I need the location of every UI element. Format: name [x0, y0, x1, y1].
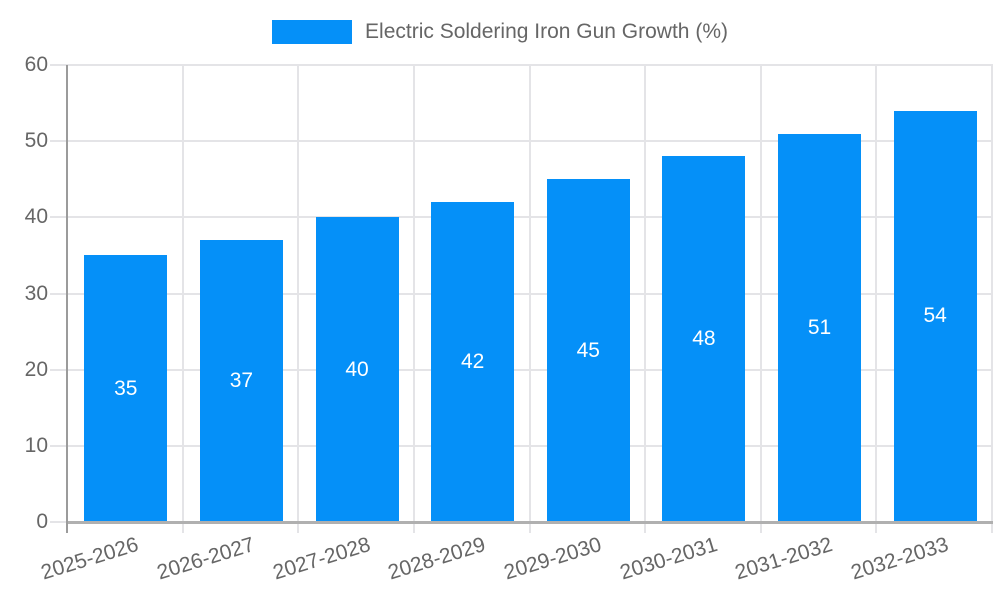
y-tick-label: 40 — [24, 205, 48, 229]
bar[interactable] — [431, 202, 515, 521]
x-tick-label: 2027-2028 — [270, 533, 373, 585]
legend-label[interactable]: Electric Soldering Iron Gun Growth (%) — [365, 20, 728, 43]
x-gridline — [412, 65, 415, 522]
x-tick — [991, 523, 993, 533]
bar[interactable] — [199, 240, 283, 521]
x-tick-label: 2026-2027 — [154, 533, 258, 585]
y-axis-line — [66, 65, 68, 533]
x-tick-label: 2031-2032 — [732, 533, 836, 585]
x-tick — [759, 523, 762, 533]
x-gridline — [528, 65, 531, 522]
x-gridline — [181, 65, 184, 522]
x-axis-line — [68, 521, 993, 524]
x-gridline — [875, 65, 878, 522]
x-tick — [528, 523, 531, 533]
y-tick-label: 50 — [24, 129, 48, 153]
bar-value-label: 54 — [923, 304, 947, 328]
x-gridline — [644, 65, 647, 522]
y-gridline — [50, 216, 993, 219]
bar[interactable] — [315, 217, 399, 521]
x-tick-label: 2030-2031 — [616, 533, 720, 585]
bar[interactable] — [84, 255, 168, 521]
x-tick — [181, 523, 184, 533]
y-gridline — [50, 368, 993, 371]
y-tick-label: 60 — [24, 53, 48, 76]
bar[interactable] — [893, 110, 977, 521]
bar-value-label: 42 — [461, 350, 485, 374]
y-tick-label: 10 — [24, 433, 48, 457]
legend-swatch[interactable] — [272, 20, 353, 44]
y-gridline — [50, 292, 993, 295]
bar-value-label: 45 — [576, 338, 600, 362]
y-tick-label: 20 — [24, 357, 48, 381]
x-tick-label: 2025-2026 — [38, 533, 142, 585]
x-tick-label: 2029-2030 — [501, 533, 605, 585]
bar-value-label: 48 — [692, 327, 716, 351]
x-tick — [297, 523, 300, 533]
y-tick-label: 30 — [24, 281, 48, 305]
x-gridline — [297, 65, 300, 522]
bar[interactable] — [662, 156, 746, 521]
bar[interactable] — [546, 179, 630, 521]
x-tick-label: 2028-2029 — [385, 533, 489, 585]
x-tick — [875, 523, 878, 533]
bar-value-label: 37 — [229, 369, 254, 393]
x-tick-label: 2032-2033 — [848, 533, 951, 585]
x-gridline — [759, 65, 762, 522]
y-tick-label: 0 — [36, 510, 48, 533]
x-tick — [412, 523, 415, 533]
bar-value-label: 40 — [345, 357, 369, 381]
bar-value-label: 51 — [807, 315, 832, 339]
y-gridline — [50, 444, 993, 447]
y-gridline — [50, 64, 993, 66]
x-gridline — [991, 65, 993, 522]
bar[interactable] — [778, 133, 862, 521]
y-gridline — [50, 140, 993, 143]
legend: Electric Soldering Iron Gun Growth (%) — [0, 20, 1000, 44]
bar-value-label: 35 — [114, 376, 138, 400]
x-tick — [644, 523, 647, 533]
